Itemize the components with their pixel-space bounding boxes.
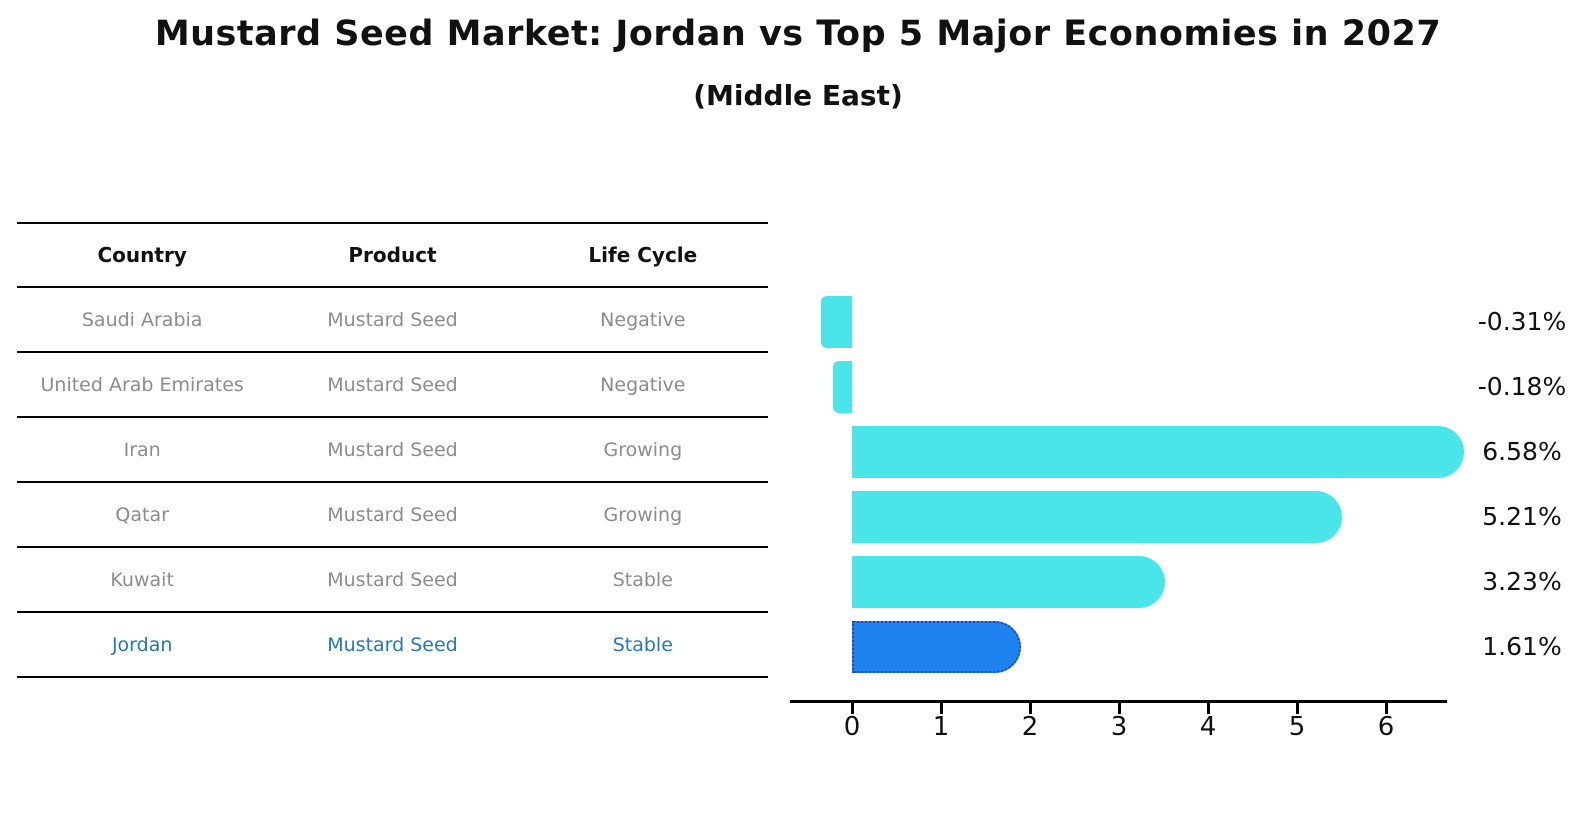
cell-country: Saudi Arabia — [81, 308, 203, 331]
cell-lifecycle: Growing — [603, 503, 683, 526]
value-label-iran: 6.58% — [1482, 437, 1562, 466]
cell-product: Mustard Seed — [327, 438, 458, 461]
col-header-lifecycle: Life Cycle — [588, 243, 698, 267]
bar-saudi-arabia — [821, 296, 852, 348]
x-tick-2 — [1029, 703, 1032, 714]
col-header-product: Product — [348, 243, 437, 267]
chart-title: Mustard Seed Market: Jordan vs Top 5 Maj… — [154, 14, 1442, 54]
bar-kuwait — [852, 556, 1166, 608]
table-row: Qatar Mustard Seed Growing — [17, 483, 768, 548]
x-tick-4 — [1207, 703, 1210, 714]
cell-product: Mustard Seed — [327, 633, 458, 656]
x-tick-5 — [1296, 703, 1299, 714]
col-header-country: Country — [97, 243, 187, 267]
cell-country: Jordan — [111, 633, 173, 656]
cell-product: Mustard Seed — [327, 308, 458, 331]
x-axis-line — [790, 700, 1447, 703]
table-row: Jordan Mustard Seed Stable — [17, 613, 768, 678]
bar-iran — [852, 426, 1464, 478]
cell-lifecycle: Negative — [600, 308, 686, 331]
cell-country: Kuwait — [110, 568, 174, 591]
cell-country: Iran — [123, 438, 161, 461]
cell-product: Mustard Seed — [327, 503, 458, 526]
table-row: Kuwait Mustard Seed Stable — [17, 548, 768, 613]
x-tick-1 — [940, 703, 943, 714]
bar-united-arab-emirates — [832, 361, 852, 413]
chart-subtitle: (Middle East) — [693, 79, 903, 112]
bar-jordan — [852, 621, 1022, 673]
value-label-jordan: 1.61% — [1482, 632, 1562, 661]
x-tick-label-5: 5 — [1288, 712, 1306, 742]
value-label-saudi-arabia: -0.31% — [1477, 307, 1567, 336]
cell-country: Qatar — [115, 503, 169, 526]
x-tick-label-0: 0 — [843, 712, 861, 742]
cell-product: Mustard Seed — [327, 568, 458, 591]
value-label-kuwait: 3.23% — [1482, 567, 1562, 596]
country-table: Country Product Life Cycle Saudi Arabia … — [17, 222, 768, 678]
cell-lifecycle: Stable — [612, 568, 673, 591]
cell-lifecycle: Stable — [612, 633, 673, 656]
table-body: Saudi Arabia Mustard Seed Negative Unite… — [17, 288, 768, 678]
cell-lifecycle: Growing — [603, 438, 683, 461]
value-label-qatar: 5.21% — [1482, 502, 1562, 531]
table-row: Iran Mustard Seed Growing — [17, 418, 768, 483]
x-tick-6 — [1385, 703, 1388, 714]
x-tick-label-1: 1 — [932, 712, 950, 742]
x-tick-3 — [1118, 703, 1121, 714]
table-header-row: Country Product Life Cycle — [17, 222, 768, 288]
table-row: Saudi Arabia Mustard Seed Negative — [17, 288, 768, 353]
cell-lifecycle: Negative — [600, 373, 686, 396]
x-tick-label-3: 3 — [1110, 712, 1128, 742]
bar-qatar — [852, 491, 1342, 543]
table-row: United Arab Emirates Mustard Seed Negati… — [17, 353, 768, 418]
x-tick-label-2: 2 — [1021, 712, 1039, 742]
x-tick-label-4: 4 — [1199, 712, 1217, 742]
x-tick-0 — [851, 703, 854, 714]
x-tick-label-6: 6 — [1377, 712, 1395, 742]
cell-country: United Arab Emirates — [40, 373, 244, 396]
cell-product: Mustard Seed — [327, 373, 458, 396]
value-label-united-arab-emirates: -0.18% — [1477, 372, 1567, 401]
